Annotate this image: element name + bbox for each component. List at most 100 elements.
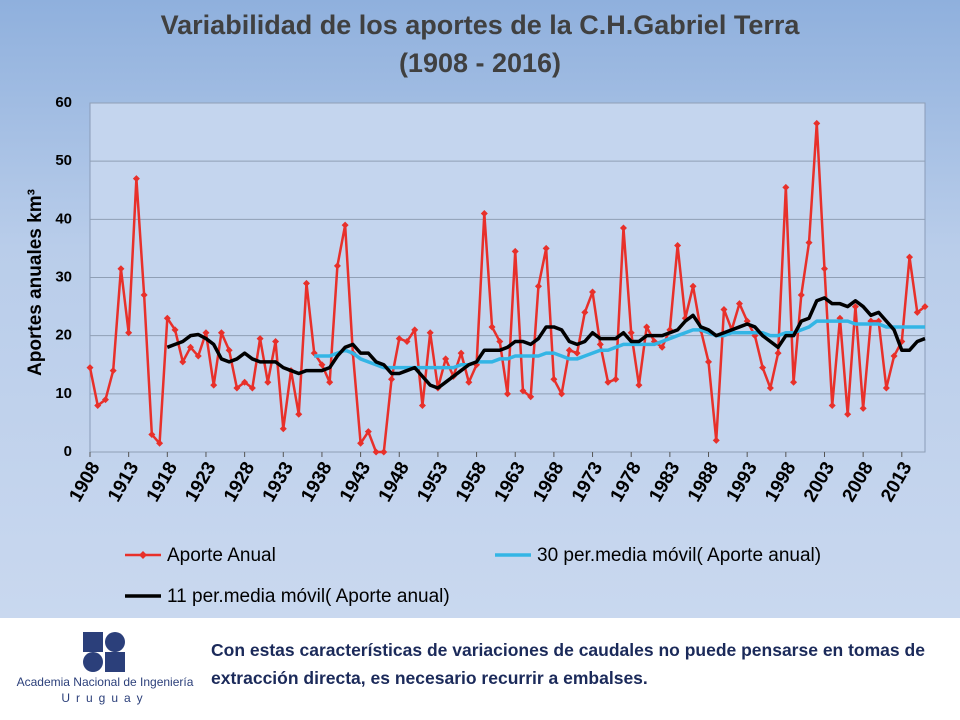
point-marker [109,367,117,375]
legend-label: 11 per.media móvil( Aporte anual) [167,586,450,607]
x-tick-label: 1963 [491,459,530,506]
point-marker [635,381,643,389]
point-marker [241,378,249,386]
y-tick-label: 50 [55,152,72,169]
x-tick-label: 2013 [877,459,916,506]
x-tick-label: 1948 [375,459,414,506]
y-tick-label: 10 [55,385,72,402]
logo-country: Uruguay [61,691,149,705]
point-marker [364,428,372,436]
x-tick-label: 1938 [297,459,336,506]
x-tick-label: 1913 [104,459,143,506]
legend-label: Aporte Anual [167,545,276,566]
point-marker [388,375,396,383]
point-marker [913,308,921,316]
point-marker [279,425,287,433]
point-marker [171,326,179,334]
point-marker [86,364,94,372]
point-marker [457,349,465,357]
y-tick-label: 30 [55,268,72,285]
point-marker [480,210,488,218]
point-marker [643,323,651,331]
point-marker [372,448,380,456]
chart: 0 10 20 30 40 50 60 1908 1913 1918 1923 1928 1933 193… [25,94,929,607]
point-marker [202,329,210,337]
series-line [166,296,926,390]
point-marker [759,364,767,372]
point-marker [581,308,589,316]
point-marker [550,375,558,383]
x-tick-label: 2003 [800,459,839,506]
point-marker [210,381,218,389]
y-tick-label: 40 [55,210,72,227]
point-marker [295,410,303,418]
point-marker [179,358,187,366]
point-marker [828,401,836,409]
point-marker [125,329,133,337]
point-marker [906,253,914,261]
footer-text: Con estas características de variaciones… [211,640,925,688]
point-marker [488,323,496,331]
logo-circle [105,632,125,652]
x-tick-label: 1968 [529,459,568,506]
point-marker [844,410,852,418]
point-marker [790,378,798,386]
logo-name: Academia Nacional de Ingeniería [16,675,194,689]
legend-marker [139,551,147,559]
point-marker [318,361,326,369]
point-marker [735,300,743,308]
point-marker [604,378,612,386]
point-marker [805,239,813,247]
x-tick-label: 1988 [684,459,723,506]
x-tick-label: 1978 [607,459,646,506]
point-marker [117,265,125,273]
x-tick-label: 2008 [838,459,877,506]
point-marker [519,387,527,395]
x-tick-label: 1958 [452,459,491,506]
point-marker [264,378,272,386]
point-marker [612,375,620,383]
point-marker [163,314,171,322]
logo-square [105,652,125,672]
point-marker [357,439,365,447]
point-marker [504,390,511,398]
point-marker [94,401,102,409]
point-marker [156,439,164,447]
point-marker [187,343,195,351]
point-marker [511,247,519,255]
x-tick-label: 1923 [181,459,220,506]
point-marker [496,337,504,345]
y-axis-label: Aportes anuales km³ [25,189,46,376]
x-tick-label: 1998 [761,459,800,506]
point-marker [890,352,898,360]
point-marker [426,329,434,337]
point-marker [589,288,597,296]
logo-square [83,632,103,652]
point-marker [148,431,156,439]
point-marker [442,355,450,363]
point-marker [658,343,666,351]
y-tick-label: 0 [64,443,72,460]
point-marker [101,396,109,404]
y-tick-label: 20 [55,327,72,344]
point-marker [851,303,859,311]
point-marker [705,358,713,366]
point-marker [140,291,148,299]
point-marker [272,337,280,345]
point-marker [326,378,334,386]
x-tick-label: 1908 [65,459,104,506]
point-marker [774,349,782,357]
point-marker [596,340,604,348]
point-marker [217,329,225,337]
point-marker [573,349,581,357]
point-marker [333,262,341,270]
point-marker [194,352,202,360]
point-marker [411,326,419,334]
x-tick-label: 1928 [220,459,259,506]
point-marker [565,346,573,354]
logo-circle [83,652,103,672]
point-marker [797,291,805,299]
point-marker [782,183,790,191]
point-marker [132,175,140,183]
